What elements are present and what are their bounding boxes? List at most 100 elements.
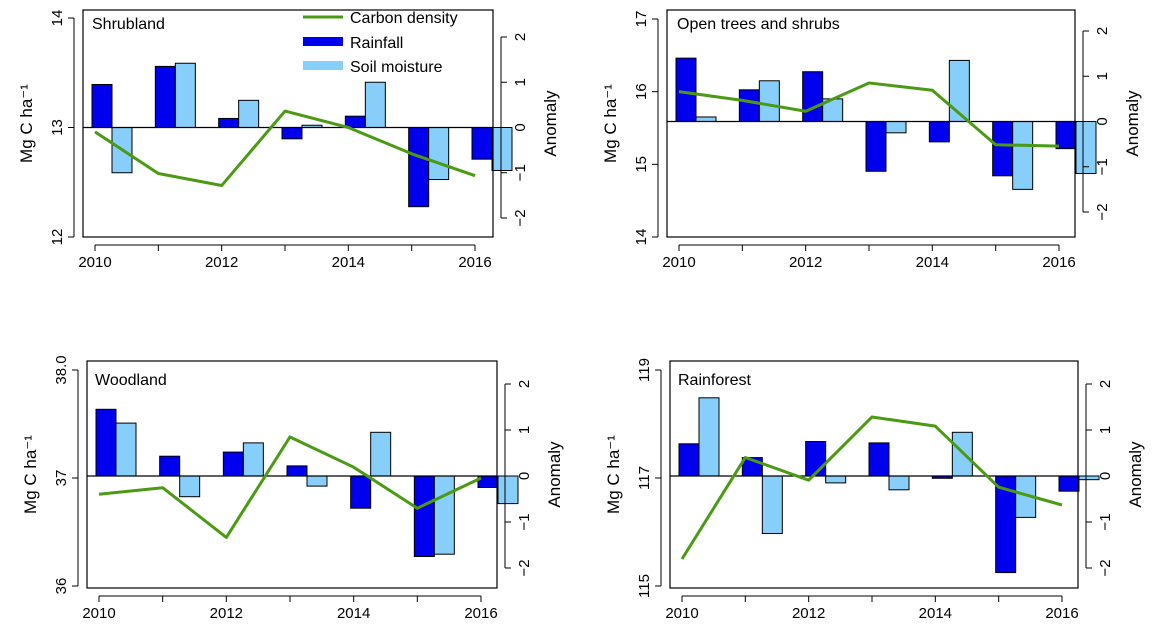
bar-rainfall [678, 443, 700, 477]
bar-rainfall [286, 465, 308, 477]
left-axis-label: Mg C ha⁻¹ [21, 435, 40, 514]
bar-rainfall [95, 408, 117, 477]
panel-title: Woodland [95, 372, 167, 389]
panel-1: 2010 2012 2014 2016 12 13 14 Mg C ha⁻¹ 2 1 0 −1 −2 An… [17, 9, 560, 271]
bar-soil-moisture [1078, 475, 1100, 481]
right-tick-label: −1 [1094, 158, 1111, 175]
right-tick-label: −2 [1094, 203, 1111, 220]
left-tick-label: 16 [633, 83, 650, 100]
bar-rainfall [350, 475, 372, 509]
panel-title: Rainforest [678, 372, 751, 389]
bar-rainfall [865, 121, 887, 172]
bar-soil-moisture [179, 475, 201, 498]
bar-rainfall [738, 89, 760, 122]
left-tick-label: 37 [53, 470, 70, 487]
bar-rainfall [477, 475, 499, 488]
legend-swatch-soil-moisture [303, 61, 343, 70]
bar-soil-moisture [695, 116, 717, 122]
x-tick-label: 2010 [662, 254, 695, 271]
x-tick-label: 2016 [1042, 254, 1075, 271]
left-axis-label: Mg C ha⁻¹ [601, 84, 620, 163]
panel-2: 2010 2012 2014 2016 14 15 16 17 Mg C ha⁻¹ 2 1 0 −1 −2… [601, 9, 1142, 271]
left-tick-label: 15 [633, 156, 650, 173]
x-tick-label: 2010 [78, 254, 111, 271]
bar-soil-moisture [1075, 121, 1097, 175]
bar-rainfall [91, 84, 113, 128]
bar-rainfall [1055, 121, 1077, 150]
legend-label: Rainfall [350, 35, 403, 52]
bar-soil-moisture [885, 121, 907, 134]
right-tick-label: −1 [1097, 513, 1114, 530]
bar-rainfall [281, 127, 303, 140]
bar-rainfall [992, 121, 1014, 177]
left-tick-label: 17 [633, 11, 650, 28]
right-tick-label: 1 [516, 426, 533, 434]
plot-frame [86, 360, 498, 589]
plot-frame [666, 9, 1076, 238]
left-tick-label: 36 [53, 578, 70, 595]
bar-soil-moisture [364, 81, 386, 128]
right-tick-label: 2 [1094, 27, 1111, 35]
right-tick-label: 2 [516, 380, 533, 388]
right-axis-label: Anomaly [545, 441, 564, 508]
bar-soil-moisture [497, 475, 519, 505]
right-tick-label: 0 [1097, 472, 1114, 480]
legend-label: Soil moisture [350, 59, 443, 76]
x-tick-label: 2014 [916, 254, 949, 271]
left-tick-label: 13 [49, 119, 66, 136]
bar-soil-moisture [698, 397, 720, 477]
bar-soil-moisture [761, 475, 783, 534]
bar-soil-moisture [1012, 121, 1034, 190]
bar-rainfall [344, 115, 366, 128]
bar-soil-moisture [115, 422, 137, 477]
panel-title: Open trees and shrubs [677, 16, 840, 33]
bar-soil-moisture [242, 442, 264, 477]
right-tick-label: 0 [512, 123, 529, 131]
right-tick-label: 1 [1097, 426, 1114, 434]
bar-soil-moisture [306, 475, 328, 487]
x-tick-label: 2010 [82, 605, 115, 622]
legend-swatch-rainfall [303, 37, 343, 46]
bar-rainfall [802, 71, 824, 122]
right-axis-label: Anomaly [1126, 441, 1145, 508]
right-tick-label: 2 [512, 33, 529, 41]
left-tick-label: 14 [633, 229, 650, 246]
bar-soil-moisture [238, 99, 260, 128]
bar-rainfall [1058, 475, 1080, 492]
x-tick-label: 2012 [789, 254, 822, 271]
right-tick-label: 0 [516, 472, 533, 480]
bar-soil-moisture [433, 475, 455, 555]
x-tick-label: 2016 [458, 254, 491, 271]
x-tick-label: 2010 [665, 605, 698, 622]
right-tick-label: −2 [512, 209, 529, 226]
right-axis-label: Anomaly [541, 90, 560, 157]
bar-soil-moisture [370, 431, 392, 477]
plot-frame [82, 9, 494, 238]
right-tick-label: 1 [1094, 72, 1111, 80]
bar-soil-moisture [758, 80, 780, 122]
right-tick-label: −2 [516, 559, 533, 576]
bar-soil-moisture [491, 127, 513, 171]
x-tick-label: 2012 [210, 605, 243, 622]
right-tick-label: 1 [512, 78, 529, 86]
x-tick-label: 2016 [464, 605, 497, 622]
bar-rainfall [218, 117, 240, 128]
bar-soil-moisture [428, 127, 450, 181]
left-tick-label: 38.0 [53, 355, 70, 384]
bar-rainfall [471, 127, 493, 160]
left-tick-label: 119 [636, 358, 653, 382]
right-tick-label: 0 [1094, 117, 1111, 125]
x-tick-label: 2014 [337, 605, 370, 622]
bar-rainfall [928, 121, 950, 143]
plot-frame [669, 360, 1079, 589]
left-tick-label: 115 [636, 574, 653, 598]
right-tick-label: −1 [516, 513, 533, 530]
panel-title: Shrubland [92, 16, 165, 33]
legend: Carbon density Rainfall Soil moisture [303, 10, 458, 76]
x-tick-label: 2012 [205, 254, 238, 271]
x-tick-label: 2014 [332, 254, 365, 271]
left-tick-label: 14 [49, 10, 66, 27]
x-tick-label: 2014 [919, 605, 952, 622]
right-axis-label: Anomaly [1123, 90, 1142, 157]
